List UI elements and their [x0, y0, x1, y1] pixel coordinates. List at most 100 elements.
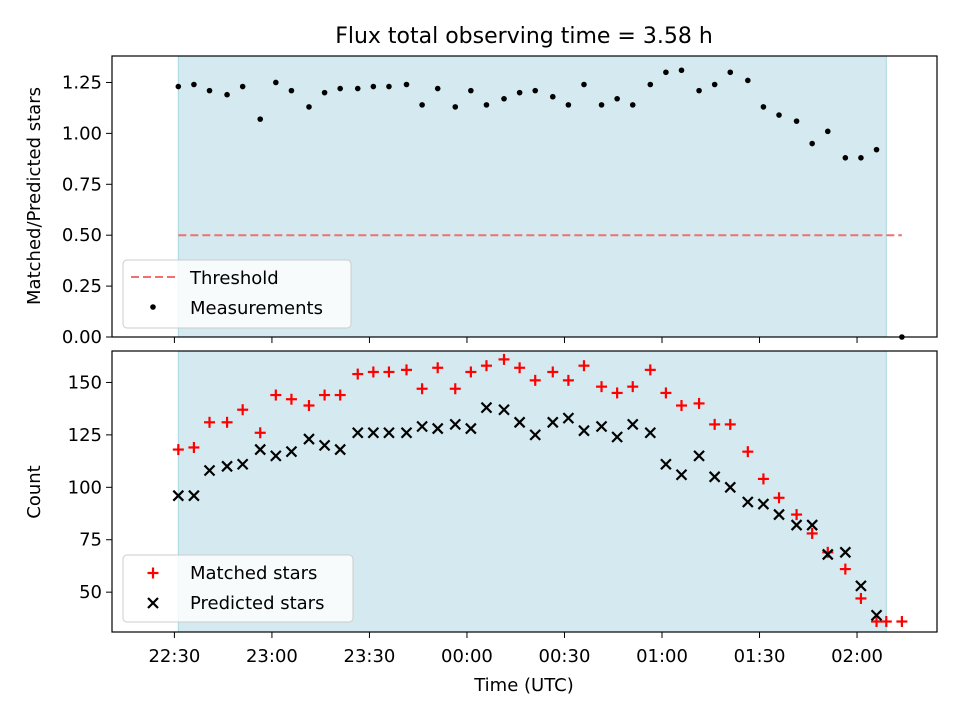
predicted-star-point-b — [822, 548, 834, 561]
count-axes-frame — [111, 350, 938, 633]
measurement-point — [776, 112, 782, 118]
predicted-star-point — [595, 420, 608, 433]
x-tick-label: 01:00 — [636, 646, 688, 667]
measurement-point — [711, 81, 718, 88]
predicted-star-point — [855, 580, 867, 592]
predicted-star-point — [644, 427, 657, 439]
matched-star-point — [627, 381, 639, 393]
predicted-star-point — [822, 548, 834, 561]
measurement-point — [419, 102, 425, 108]
count-y-axis: 50 75 100 125 150 — [68, 372, 112, 603]
predicted-star-point-b — [513, 416, 526, 429]
predicted-star-point-b — [675, 468, 688, 481]
predicted-star-point — [318, 439, 331, 452]
predicted-star-point — [400, 427, 413, 439]
threshold-legend-label: Threshold — [189, 268, 279, 289]
predicted-star-point — [449, 418, 462, 431]
ratio-y-axis-label: Matched/Predicted stars — [24, 87, 45, 305]
matched-star-point — [172, 444, 184, 456]
predicted-star-point-b — [562, 412, 575, 424]
predicted-star-point — [742, 496, 754, 508]
predicted-star-point — [675, 468, 688, 481]
x-tick-label: 23:30 — [344, 646, 396, 667]
matched-star-point — [285, 393, 297, 405]
matched-star-point — [806, 527, 818, 539]
count-legend: Matched stars Predicted stars — [122, 554, 354, 623]
measurement-point — [321, 89, 328, 96]
predicted-star-point-b — [870, 609, 883, 622]
ratio-legend: Threshold Measurements — [122, 259, 352, 329]
predicted-star-point-b — [270, 450, 282, 462]
measurement-point — [306, 104, 312, 110]
predicted-star-point-b — [285, 445, 298, 458]
predicted-star-point-b — [806, 519, 818, 531]
measurement-point — [191, 81, 197, 88]
predicted-star-point — [547, 416, 559, 429]
measurement-point — [727, 69, 734, 76]
measurement-point — [873, 146, 880, 153]
x-tick-label: 02:00 — [831, 646, 883, 667]
matched-star-point — [254, 427, 266, 439]
y-tick-label: 0.50 — [62, 225, 102, 246]
predicted-star-point — [578, 424, 590, 437]
measurement-point — [647, 81, 654, 88]
measurement-point — [678, 67, 685, 74]
predicted-star-point — [693, 450, 705, 462]
predicted-star-point — [513, 416, 526, 429]
predicted-star-point — [626, 418, 639, 431]
predicted-star-point-b — [839, 546, 852, 559]
matched-star-point — [693, 397, 705, 409]
predicted-star-point-b — [855, 580, 867, 592]
measurement-point — [696, 87, 702, 94]
predicted-star-point — [351, 427, 364, 439]
measurement-point — [452, 104, 459, 110]
ratio-x-ticks — [173, 337, 858, 343]
measurement-point — [516, 89, 523, 96]
matched-star-point — [204, 416, 216, 428]
x-axis: 22:30 23:00 23:30 00:00 00:30 01:00 01:30 02:00 — [148, 632, 883, 667]
predicted-star-point-b — [236, 458, 249, 471]
measurement-point — [288, 87, 295, 94]
predicted-star-point-b — [449, 418, 462, 431]
count-panel: 50 75 100 125 150 Count 22:30 23:00 23:30 00:00… — [24, 350, 938, 696]
predicted-star-point-b — [611, 431, 623, 443]
x-tick-label: 00:30 — [539, 646, 591, 667]
measurement-point — [824, 128, 831, 135]
matched-star-point — [855, 592, 867, 604]
predicted-star-point — [870, 609, 883, 622]
y-tick-label: 50 — [79, 582, 102, 603]
predicted-star-point — [611, 431, 623, 443]
matched-star-point — [839, 563, 851, 575]
measurement-point — [565, 102, 572, 108]
matched-star-point — [742, 446, 754, 458]
measurement-point — [434, 85, 441, 92]
y-tick-label: 1.25 — [62, 72, 102, 93]
matched-star-point — [367, 366, 379, 378]
predicted-star-point — [172, 489, 185, 502]
measurement-point — [403, 81, 410, 88]
matched-star-point — [676, 400, 688, 412]
predicted-star-point-b — [626, 418, 639, 431]
measurement-point — [745, 77, 751, 84]
matched-star-point — [432, 362, 444, 374]
predicted-star-point — [188, 489, 200, 502]
matched-star-point — [596, 381, 608, 393]
measurement-point — [337, 85, 343, 92]
predicted-star-point-b — [480, 401, 493, 414]
matched-star-point — [221, 416, 233, 428]
predicted-star-point-b — [465, 422, 477, 435]
predicted-star-point — [773, 508, 785, 521]
predicted-star-point — [203, 464, 216, 477]
matched-star-point — [514, 362, 526, 374]
matched-star-point — [562, 374, 574, 386]
y-tick-label: 0.00 — [62, 327, 102, 348]
measurement-point — [206, 87, 213, 94]
measurement-point — [175, 83, 182, 90]
matched-star-point — [498, 353, 510, 365]
matched-star-point — [237, 404, 249, 416]
measurement-point — [598, 102, 605, 108]
y-tick-label: 75 — [79, 530, 102, 551]
predicted-legend-marker-b — [147, 597, 159, 609]
predicted-star-point — [285, 445, 298, 458]
